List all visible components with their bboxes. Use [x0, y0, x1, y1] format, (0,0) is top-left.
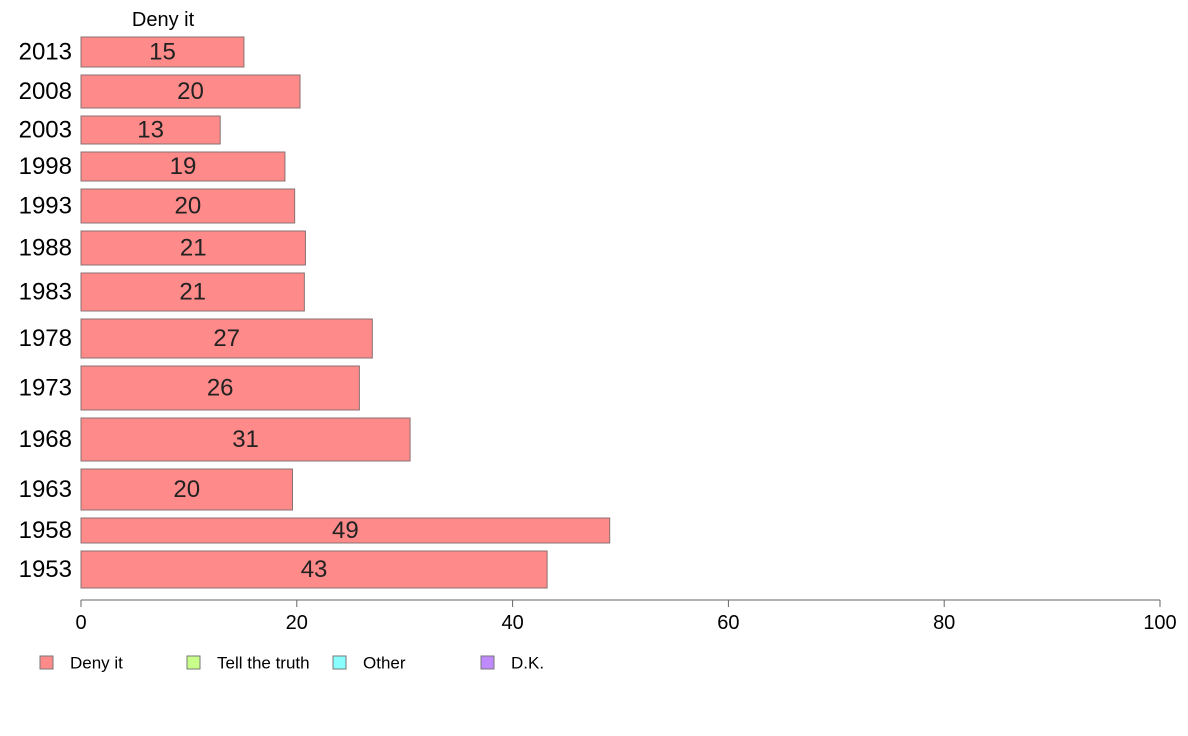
bar-value-label: 21 — [179, 279, 206, 306]
legend: Deny it Tell the truth Other D.K. — [39, 654, 544, 673]
bar-value-label: 26 — [207, 375, 234, 402]
bar-1978 — [80, 318, 373, 359]
legend-swatch — [39, 655, 54, 670]
bar-value-label: 31 — [232, 426, 259, 453]
legend-label: Deny it — [70, 654, 123, 673]
x-tick-label: 100 — [1143, 612, 1176, 634]
legend-swatch — [480, 655, 495, 670]
bar-value-label: 20 — [174, 193, 201, 220]
x-tick-label: 20 — [286, 612, 308, 634]
legend-item: Deny it — [39, 654, 123, 673]
bar-value-label: 13 — [137, 117, 164, 144]
year-label: 2013 — [19, 39, 72, 66]
year-label: 1988 — [19, 235, 72, 262]
year-labels: 2013 2008 2003 1998 1993 1988 1983 1978 1973 1968… — [19, 39, 72, 584]
x-tick-label: 40 — [501, 612, 523, 634]
bar-value-label: 19 — [170, 153, 197, 180]
bar-value-label: 20 — [177, 78, 204, 105]
bar-1968 — [80, 417, 411, 462]
bar-value-label: 21 — [180, 235, 207, 262]
bar-1973 — [80, 365, 360, 411]
x-tick-label: 0 — [75, 612, 86, 634]
bar-value-label: 49 — [332, 517, 359, 544]
bar-1953 — [80, 550, 548, 589]
bar-value-label: 20 — [173, 476, 200, 503]
bar-2003 — [80, 115, 221, 145]
legend-swatch — [186, 655, 201, 670]
bar-1988 — [80, 230, 306, 266]
legend-item: Other — [332, 654, 406, 673]
legend-label: Tell the truth — [217, 654, 310, 673]
legend-label: D.K. — [511, 654, 544, 673]
year-label: 1983 — [19, 279, 72, 306]
year-label: 1993 — [19, 193, 72, 220]
bar-value-label: 27 — [213, 325, 240, 352]
legend-item: D.K. — [480, 654, 544, 673]
year-label: 1968 — [19, 426, 72, 453]
year-label: 1978 — [19, 325, 72, 352]
bar-value-label: 15 — [149, 39, 176, 66]
year-label: 1963 — [19, 476, 72, 503]
x-axis: 0 20 40 60 80 100 — [75, 599, 1177, 634]
x-tick-label: 60 — [717, 612, 739, 634]
bar-2008 — [80, 74, 301, 109]
year-label: 2003 — [19, 117, 72, 144]
year-label: 1953 — [19, 556, 72, 583]
bar-1983 — [80, 272, 305, 312]
legend-swatch — [332, 655, 347, 670]
bar-2013 — [80, 36, 245, 68]
bar-1993 — [80, 188, 296, 224]
bar-1963 — [80, 468, 293, 511]
bar-1998 — [80, 151, 286, 182]
year-label: 1973 — [19, 375, 72, 402]
bar-1958 — [80, 517, 611, 544]
legend-item: Tell the truth — [186, 654, 310, 673]
year-label: 2008 — [19, 78, 72, 105]
legend-label: Other — [363, 654, 406, 673]
year-label: 1958 — [19, 517, 72, 544]
x-tick-label: 80 — [933, 612, 955, 634]
year-label: 1998 — [19, 153, 72, 180]
bar-value-label: 43 — [301, 556, 328, 583]
panel-title: Deny it — [132, 9, 195, 31]
